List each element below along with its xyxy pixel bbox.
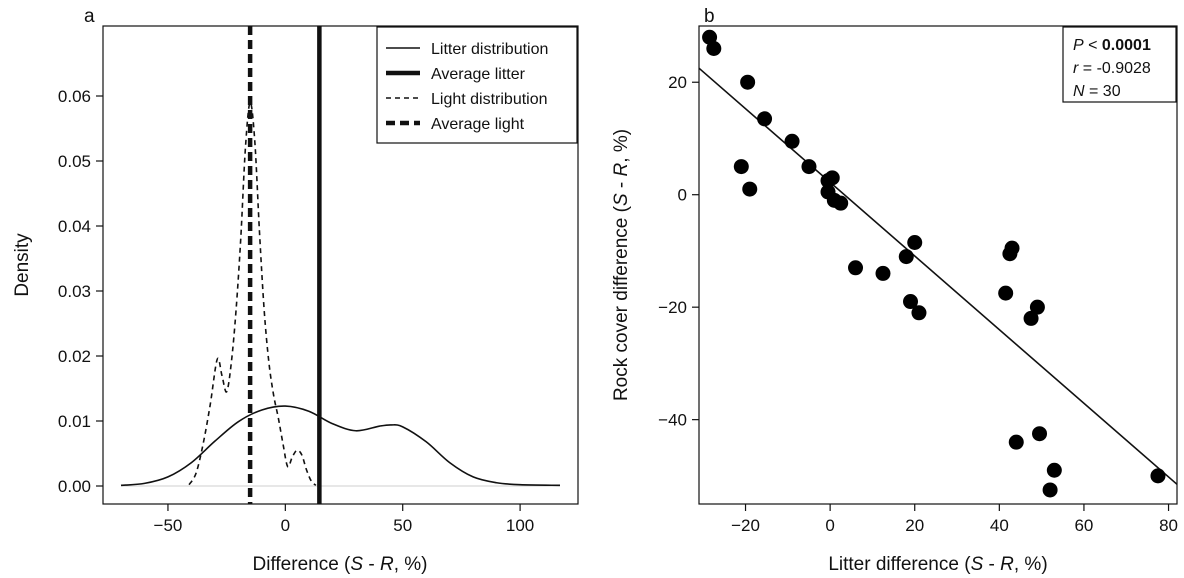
y-tick-label: 20 xyxy=(668,73,687,92)
panel-b-y-axis-title: Rock cover difference (S - R, %) xyxy=(611,129,632,401)
scatter-point xyxy=(702,29,718,45)
stats-box xyxy=(1062,26,1177,103)
x-tick-label: 80 xyxy=(1159,516,1178,535)
scatter-point xyxy=(903,294,919,310)
y-tick-label: 0.01 xyxy=(58,412,91,431)
y-tick-label: 0.04 xyxy=(58,217,91,236)
legend-label: Average litter xyxy=(431,66,526,83)
legend-label: Average light xyxy=(431,116,525,133)
scatter-point xyxy=(733,159,749,175)
panel-a-letter: a xyxy=(84,6,95,27)
x-tick-label: 0 xyxy=(825,516,834,535)
y-tick-label: 0.00 xyxy=(58,477,91,496)
series-light-distribution xyxy=(188,101,317,486)
y-tick-label: 0.05 xyxy=(58,152,91,171)
panel-a-legend: Litter distribution Average litter Light d… xyxy=(376,26,578,144)
regression-line xyxy=(698,67,1178,485)
legend-label: Light distribution xyxy=(431,91,548,108)
x-tick-label: 0 xyxy=(281,516,290,535)
scatter-point xyxy=(1032,426,1048,442)
series-litter-distribution xyxy=(120,405,561,487)
scatter-point xyxy=(1150,468,1166,484)
panel-b: b −20 0 20 40 60 80 −40 −20 0 20 P < 0.0001 r = -0… xyxy=(611,6,1178,575)
scatter-point xyxy=(1046,462,1062,478)
scatter-point xyxy=(833,195,849,211)
legend-label: Litter distribution xyxy=(431,41,548,58)
scatter-point xyxy=(1042,482,1058,498)
scatter-point xyxy=(998,285,1014,301)
panel-a-plot-frame xyxy=(102,25,579,505)
panel-a-axes: −50 0 50 100 0.00 0.01 0.02 0.03 0.04 0.05 0.06 xyxy=(58,87,534,535)
stats-line: P < 0.0001 xyxy=(1073,37,1151,54)
scatter-point xyxy=(740,74,756,90)
scatter-point xyxy=(848,260,864,276)
x-tick-label: −50 xyxy=(154,516,183,535)
y-tick-label: −40 xyxy=(658,411,687,430)
y-tick-label: 0 xyxy=(678,186,687,205)
panel-b-x-axis-title: Litter difference (S - R, %) xyxy=(828,554,1047,575)
panel-b-stats-box: P < 0.0001 r = -0.9028 N = 30 xyxy=(1062,26,1177,103)
scatter-point xyxy=(784,133,800,149)
panel-b-series xyxy=(698,29,1178,498)
x-tick-label: 60 xyxy=(1074,516,1093,535)
x-tick-label: 20 xyxy=(905,516,924,535)
y-tick-label: 0.06 xyxy=(58,87,91,106)
stats-line: N = 30 xyxy=(1073,83,1121,100)
x-tick-label: 50 xyxy=(393,516,412,535)
y-tick-label: −20 xyxy=(658,298,687,317)
scatter-point xyxy=(801,159,817,175)
x-tick-label: −20 xyxy=(731,516,760,535)
scatter-point xyxy=(907,235,923,251)
panel-b-plot-frame xyxy=(698,25,1178,505)
scatter-point xyxy=(898,249,914,265)
scatter-point xyxy=(911,305,927,321)
panel-a-x-axis-title: Difference (S - R, %) xyxy=(253,554,428,575)
scatter-point xyxy=(757,111,773,127)
scatter-point xyxy=(875,265,891,281)
stats-line: r = -0.9028 xyxy=(1073,60,1151,77)
y-tick-label: 0.02 xyxy=(58,347,91,366)
panel-a-y-axis-title: Density xyxy=(12,233,33,297)
legend-box xyxy=(376,26,578,144)
x-tick-label: 100 xyxy=(506,516,534,535)
panel-b-axes: −20 0 20 40 60 80 −40 −20 0 20 xyxy=(658,73,1178,535)
scatter-point xyxy=(1002,246,1018,262)
x-tick-label: 40 xyxy=(990,516,1009,535)
panel-a: a −50 0 50 1000.000.010.020.030.040.050.06 … xyxy=(12,6,579,575)
panel-a-series xyxy=(120,26,561,504)
scatter-point xyxy=(824,170,840,186)
scatter-point xyxy=(1029,299,1045,315)
scatter-point xyxy=(1023,310,1039,326)
y-tick-label: 0.03 xyxy=(58,282,91,301)
panel-b-letter: b xyxy=(704,6,715,27)
scatter-point xyxy=(742,181,758,197)
scatter-point xyxy=(706,40,722,56)
scatter-point xyxy=(1008,434,1024,450)
